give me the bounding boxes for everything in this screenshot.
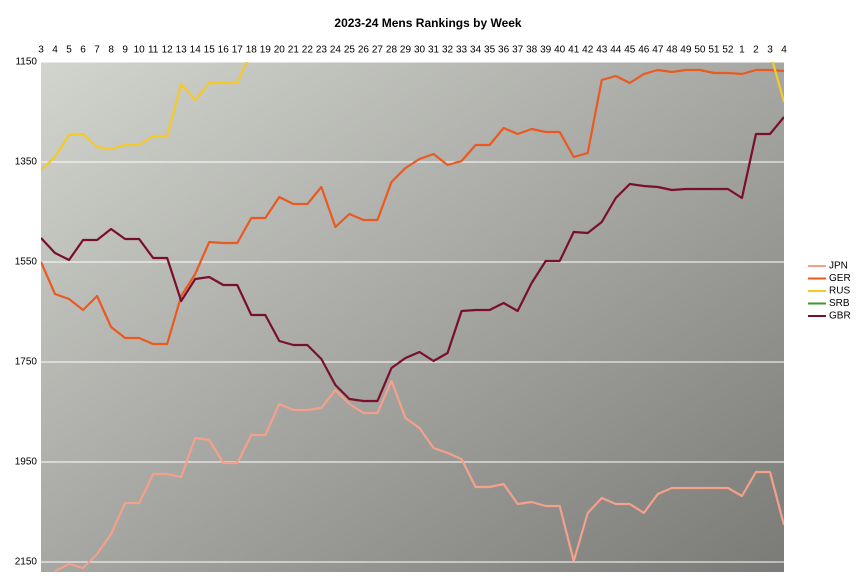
series-line — [41, 62, 784, 171]
y-tick-label: 2150 — [15, 557, 38, 568]
x-tick-label: 33 — [456, 45, 468, 56]
x-tick-label: 51 — [708, 45, 720, 56]
y-tick-label: 1350 — [15, 157, 38, 168]
x-tick-label: 36 — [498, 45, 510, 56]
x-tick-label: 18 — [246, 45, 258, 56]
x-tick-label: 20 — [274, 45, 286, 56]
x-tick-label: 8 — [108, 45, 114, 56]
x-tick-label: 5 — [66, 45, 72, 56]
x-tick-label: 47 — [652, 45, 664, 56]
series-line — [41, 68, 784, 346]
x-tick-label: 52 — [722, 45, 734, 56]
x-tick-label: 3 — [38, 45, 44, 56]
legend-label: JPN — [829, 261, 848, 272]
x-tick-label: 28 — [386, 45, 398, 56]
x-tick-label: 21 — [288, 45, 300, 56]
series-line — [54, 379, 784, 572]
x-tick-label: 23 — [316, 45, 328, 56]
y-tick-label: 1550 — [15, 257, 38, 268]
x-tick-label: 7 — [94, 45, 100, 56]
x-tick-label: 17 — [232, 45, 244, 56]
x-tick-label: 34 — [470, 45, 482, 56]
x-tick-label: 6 — [80, 45, 86, 56]
legend-label: RUS — [829, 286, 850, 297]
x-tick-label: 32 — [442, 45, 454, 56]
x-tick-label: 19 — [260, 45, 272, 56]
x-tick-label: 30 — [414, 45, 426, 56]
x-tick-label: 2 — [753, 45, 759, 56]
y-tick-label: 1950 — [15, 457, 38, 468]
x-tick-label: 41 — [568, 45, 580, 56]
legend-label: SRB — [829, 298, 850, 309]
x-tick-label: 42 — [582, 45, 594, 56]
x-tick-label: 40 — [554, 45, 566, 56]
x-tick-label: 44 — [610, 45, 622, 56]
chart-title: 2023-24 Mens Rankings by Week — [334, 16, 522, 30]
x-tick-label: 27 — [372, 45, 384, 56]
x-tick-label: 12 — [162, 45, 174, 56]
plot-area — [41, 62, 784, 572]
lines — [41, 62, 784, 572]
x-tick-label: 49 — [680, 45, 692, 56]
y-tick-label: 1150 — [15, 57, 37, 68]
x-tick-label: 3 — [767, 45, 773, 56]
x-tick-label: 10 — [134, 45, 146, 56]
x-tick-label: 24 — [330, 45, 342, 56]
x-tick-label: 4 — [781, 45, 787, 56]
x-tick-label: 14 — [190, 45, 202, 56]
x-tick-label: 16 — [218, 45, 230, 56]
x-tick-label: 15 — [204, 45, 216, 56]
x-tick-label: 46 — [638, 45, 650, 56]
series-line — [41, 116, 784, 403]
x-tick-label: 35 — [484, 45, 496, 56]
x-tick-label: 22 — [302, 45, 314, 56]
x-tick-label: 29 — [400, 45, 412, 56]
x-tick-label: 4 — [52, 45, 58, 56]
legend-label: GER — [829, 273, 851, 284]
x-tick-label: 9 — [122, 45, 128, 56]
x-tick-label: 45 — [624, 45, 636, 56]
legend-label: GBR — [829, 311, 851, 322]
x-tick-label: 1 — [739, 45, 745, 56]
x-tick-label: 31 — [428, 45, 440, 56]
x-tick-label: 39 — [540, 45, 552, 56]
x-tick-label: 26 — [358, 45, 370, 56]
x-tick-label: 13 — [176, 45, 188, 56]
x-tick-label: 25 — [344, 45, 356, 56]
x-tick-label: 37 — [512, 45, 524, 56]
x-tick-label: 50 — [694, 45, 706, 56]
x-tick-label: 48 — [666, 45, 678, 56]
x-tick-label: 38 — [526, 45, 538, 56]
x-tick-label: 43 — [596, 45, 608, 56]
y-tick-label: 1750 — [15, 357, 38, 368]
x-tick-label: 11 — [148, 45, 159, 56]
